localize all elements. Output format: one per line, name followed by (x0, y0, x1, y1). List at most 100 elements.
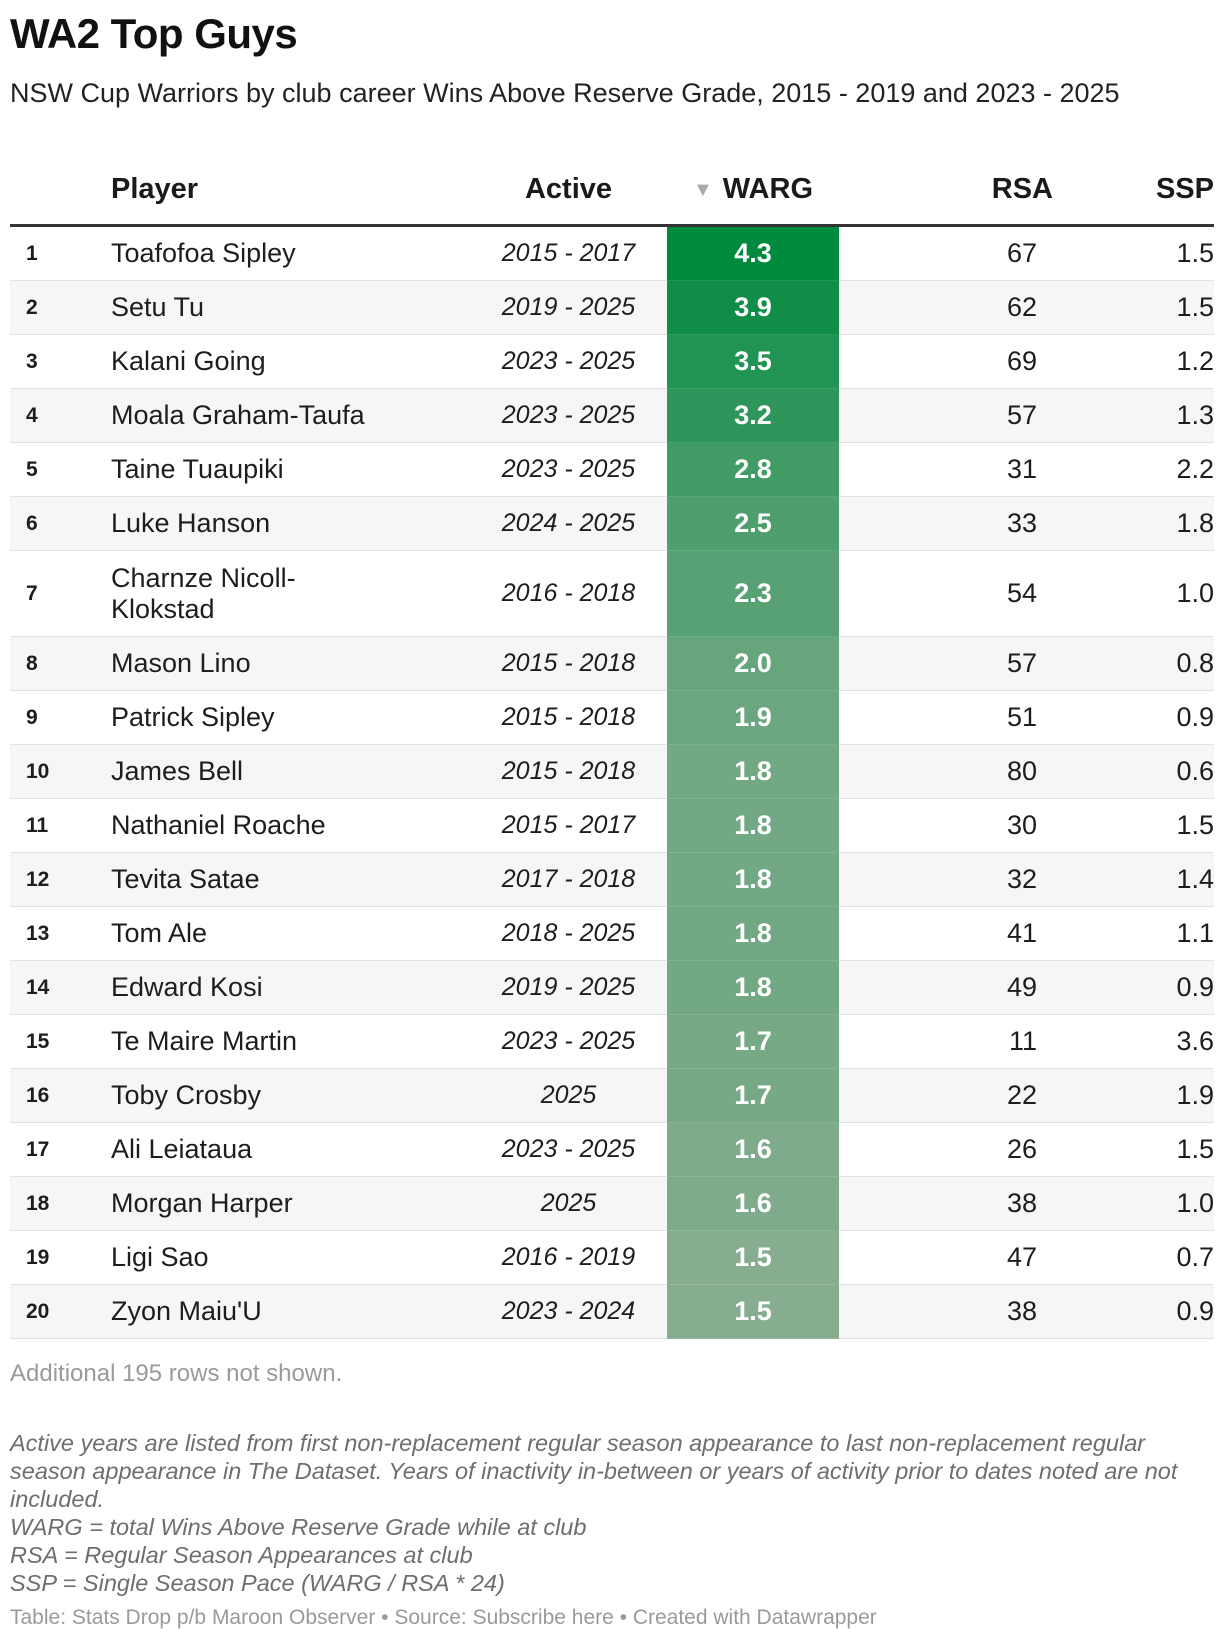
column-header-player-label: Player (111, 173, 199, 205)
column-header-rsa[interactable]: RSA (839, 155, 1053, 227)
player-name: Tom Ale (111, 906, 470, 961)
source-footer: Table: Stats Drop p/b Maroon Observer • … (10, 1606, 877, 1629)
ssp-value: 0.6 (1053, 744, 1214, 799)
rank-cell: 6 (10, 496, 111, 551)
rank-cell: 5 (10, 442, 111, 497)
warg-value: 1.6 (667, 1122, 839, 1177)
column-header-ssp-label: SSP (1155, 173, 1214, 205)
warg-value: 4.3 (667, 225, 839, 281)
active-years: 2015 - 2018 (470, 690, 667, 745)
player-name: Zyon Maiu'U (111, 1284, 470, 1339)
table-row: 7 Charnze Nicoll-Klokstad 2016 - 2018 2.3 54… (10, 550, 1214, 637)
rank-cell: 20 (10, 1284, 111, 1339)
active-years: 2016 - 2019 (470, 1230, 667, 1285)
ssp-value: 0.8 (1053, 636, 1214, 691)
table-row: 20 Zyon Maiu'U 2023 - 2024 1.5 38 0.9 (10, 1284, 1214, 1339)
column-header-rank (10, 155, 111, 227)
table-row: 4 Moala Graham-Taufa 2023 - 2025 3.2 57 1.3 (10, 388, 1214, 443)
table-row: 11 Nathaniel Roache 2015 - 2017 1.8 30 1.5 (10, 798, 1214, 853)
player-name: Nathaniel Roache (111, 798, 470, 853)
column-header-player[interactable]: Player (111, 155, 470, 227)
active-years: 2015 - 2017 (470, 225, 667, 281)
ssp-value: 0.9 (1053, 690, 1214, 745)
warg-value: 1.5 (667, 1284, 839, 1339)
player-name: Ligi Sao (111, 1230, 470, 1285)
ssp-value: 1.1 (1053, 906, 1214, 961)
player-name: Kalani Going (111, 334, 470, 389)
ssp-value: 1.9 (1053, 1068, 1214, 1123)
rank-cell: 10 (10, 744, 111, 799)
active-years: 2025 (470, 1068, 667, 1123)
rsa-value: 30 (839, 798, 1053, 853)
player-name: Toafofoa Sipley (111, 225, 470, 281)
ssp-value: 2.2 (1053, 442, 1214, 497)
player-name: Mason Lino (111, 636, 470, 691)
rsa-value: 11 (839, 1014, 1053, 1069)
rsa-value: 67 (839, 225, 1053, 281)
rsa-value: 54 (839, 550, 1053, 637)
ssp-value: 1.0 (1053, 550, 1214, 637)
active-years: 2019 - 2025 (470, 960, 667, 1015)
rsa-value: 26 (839, 1122, 1053, 1177)
table-body: 1 Toafofoa Sipley 2015 - 2017 4.3 67 1.5 2 Setu… (10, 225, 1214, 1339)
player-name: Edward Kosi (111, 960, 470, 1015)
table-row: 6 Luke Hanson 2024 - 2025 2.5 33 1.8 (10, 496, 1214, 551)
table-row: 5 Taine Tuaupiki 2023 - 2025 2.8 31 2.2 (10, 442, 1214, 497)
player-name: Toby Crosby (111, 1068, 470, 1123)
rows-not-shown-note: Additional 195 rows not shown. (10, 1360, 343, 1387)
warg-value: 1.5 (667, 1230, 839, 1285)
table-row: 14 Edward Kosi 2019 - 2025 1.8 49 0.9 (10, 960, 1214, 1015)
player-name: James Bell (111, 744, 470, 799)
ssp-value: 1.3 (1053, 388, 1214, 443)
warg-value: 1.7 (667, 1014, 839, 1069)
warg-value: 1.6 (667, 1176, 839, 1231)
table-row: 19 Ligi Sao 2016 - 2019 1.5 47 0.7 (10, 1230, 1214, 1285)
rsa-value: 32 (839, 852, 1053, 907)
table-row: 12 Tevita Satae 2017 - 2018 1.8 32 1.4 (10, 852, 1214, 907)
column-header-ssp[interactable]: SSP (1053, 155, 1214, 227)
ssp-value: 3.6 (1053, 1014, 1214, 1069)
rsa-value: 69 (839, 334, 1053, 389)
rsa-value: 38 (839, 1176, 1053, 1231)
active-years: 2023 - 2025 (470, 334, 667, 389)
rank-cell: 8 (10, 636, 111, 691)
rsa-value: 41 (839, 906, 1053, 961)
rsa-value: 22 (839, 1068, 1053, 1123)
warg-value: 2.3 (667, 550, 839, 637)
ssp-value: 0.9 (1053, 960, 1214, 1015)
rsa-value: 57 (839, 388, 1053, 443)
player-name: Taine Tuaupiki (111, 442, 470, 497)
table-row: 1 Toafofoa Sipley 2015 - 2017 4.3 67 1.5 (10, 225, 1214, 281)
table-notes: Active years are listed from first non-r… (10, 1429, 1200, 1597)
ssp-value: 1.0 (1053, 1176, 1214, 1231)
active-years: 2024 - 2025 (470, 496, 667, 551)
active-years: 2023 - 2025 (470, 442, 667, 497)
ssp-value: 1.8 (1053, 496, 1214, 551)
warg-value: 2.8 (667, 442, 839, 497)
player-name: Tevita Satae (111, 852, 470, 907)
rsa-value: 51 (839, 690, 1053, 745)
table-row: 9 Patrick Sipley 2015 - 2018 1.9 51 0.9 (10, 690, 1214, 745)
column-header-active-label: Active (524, 173, 613, 205)
player-name: Moala Graham-Taufa (111, 388, 470, 443)
rsa-value: 33 (839, 496, 1053, 551)
player-name: Setu Tu (111, 280, 470, 335)
player-name: Luke Hanson (111, 496, 470, 551)
column-header-active[interactable]: Active (470, 155, 667, 227)
player-name: Charnze Nicoll-Klokstad (111, 550, 470, 637)
player-name: Te Maire Martin (111, 1014, 470, 1069)
rank-cell: 14 (10, 960, 111, 1015)
warg-value: 1.8 (667, 906, 839, 961)
ssp-value: 1.5 (1053, 1122, 1214, 1177)
column-header-warg-label: WARG (722, 173, 813, 205)
warg-value: 3.2 (667, 388, 839, 443)
note-rsa-definition: RSA = Regular Season Appearances at club (10, 1542, 473, 1568)
warg-value: 1.9 (667, 690, 839, 745)
note-warg-definition: WARG = total Wins Above Reserve Grade wh… (10, 1514, 587, 1540)
column-header-warg[interactable]: ▼ WARG (667, 155, 839, 227)
note-ssp-definition: SSP = Single Season Pace (WARG / RSA * 2… (10, 1570, 505, 1596)
active-years: 2016 - 2018 (470, 550, 667, 637)
rank-cell: 3 (10, 334, 111, 389)
ssp-value: 1.5 (1053, 280, 1214, 335)
rank-cell: 15 (10, 1014, 111, 1069)
